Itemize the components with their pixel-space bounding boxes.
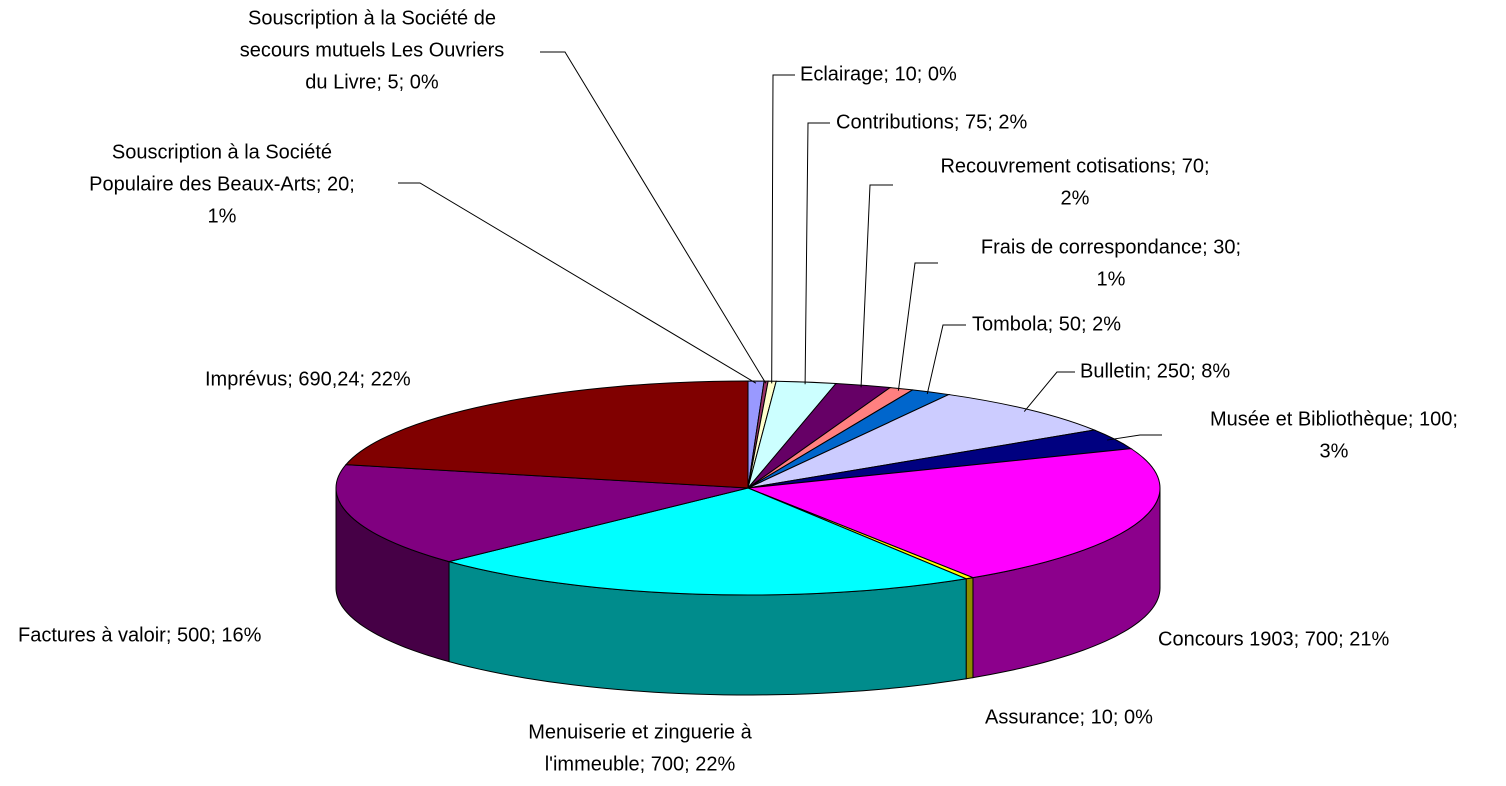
slice [447, 487, 968, 596]
data-label: Souscription à la Société de [248, 7, 496, 29]
data-label: Assurance; 10; 0% [985, 706, 1153, 728]
data-label: Musée et Bibliothèque; 100; [1210, 408, 1458, 430]
slice [747, 448, 1161, 579]
data-label: Imprévus; 690,24; 22% [205, 368, 411, 390]
data-label: Souscription à la Société [112, 141, 332, 163]
leader-line [804, 122, 830, 385]
data-label: secours mutuels Les Ouvriers [240, 39, 505, 61]
leader-line [1107, 434, 1162, 441]
leader-line [771, 74, 795, 384]
data-label: 1% [1097, 268, 1126, 290]
data-label: du Livre; 5; 0% [305, 71, 439, 93]
leader-line [540, 51, 767, 384]
leader-line [1023, 371, 1075, 412]
data-label: Tombola; 50; 2% [972, 313, 1121, 335]
leader-line [398, 182, 757, 384]
data-label: Concours 1903; 700; 21% [1158, 628, 1389, 650]
data-label: 1% [208, 205, 237, 227]
data-label: 3% [1320, 440, 1349, 462]
slice [747, 394, 1097, 489]
data-label: Bulletin; 250; 8% [1080, 360, 1230, 382]
leader-line [860, 184, 893, 388]
slice [344, 380, 749, 489]
slice [335, 464, 749, 563]
data-label: Menuiserie et zinguerie à [528, 721, 752, 743]
leader-line [926, 324, 966, 395]
data-label: Frais de correspondance; 30; [981, 236, 1241, 258]
data-label: Recouvrement cotisations; 70; [940, 155, 1209, 177]
data-label: Contributions; 75; 2% [836, 111, 1027, 133]
data-label: Eclairage; 10; 0% [800, 63, 957, 85]
leader-line [897, 262, 938, 391]
data-label: l'immeuble; 700; 22% [545, 753, 736, 775]
data-label: Populaire des Beaux-Arts; 20; [89, 173, 355, 195]
data-label: 2% [1061, 187, 1090, 209]
slice-side [965, 577, 974, 680]
data-label: Factures à valoir; 500; 16% [18, 624, 262, 646]
